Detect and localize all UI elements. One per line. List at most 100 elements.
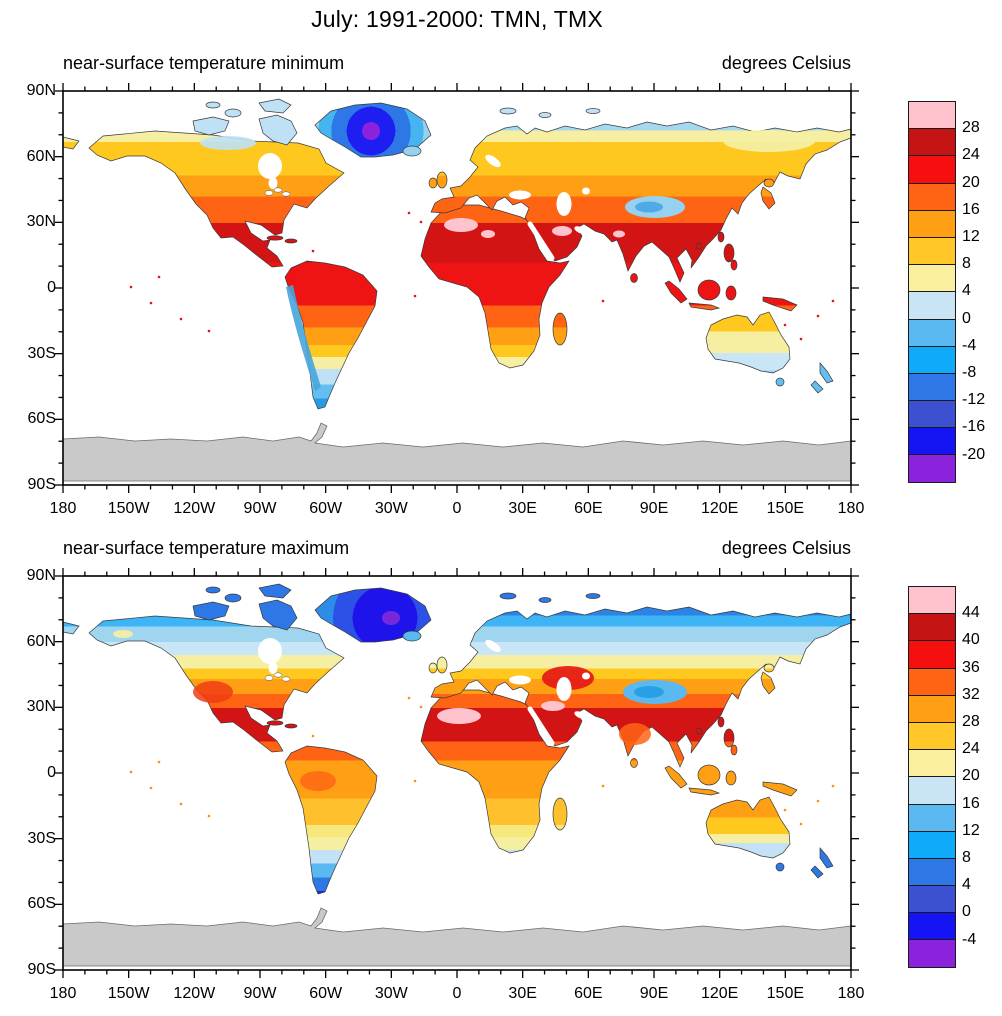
x-tick-label: 90W — [243, 500, 277, 517]
temperature-patch — [542, 666, 594, 690]
x-tick-label: 60E — [574, 500, 603, 517]
sulawesi — [725, 285, 737, 301]
taiwan — [717, 231, 725, 243]
y-tick-label: 60N — [26, 632, 56, 650]
philippines — [723, 728, 735, 748]
x-tick-label: 180 — [49, 985, 77, 1002]
philippines — [723, 243, 735, 263]
hudson-bay — [258, 638, 282, 664]
colorbar-box — [909, 641, 955, 669]
colorbar-panel2 — [908, 586, 956, 968]
james-bay — [268, 662, 278, 674]
colorbar-label: -20 — [962, 445, 986, 463]
persian-gulf — [574, 226, 586, 234]
colorbar-box — [909, 455, 955, 482]
japan — [760, 671, 776, 695]
tasmania — [775, 862, 785, 872]
sumatra — [664, 765, 688, 789]
temperature-patch — [613, 230, 625, 238]
hainan — [695, 242, 703, 250]
great-lake — [281, 676, 291, 682]
colorbar-label: 4 — [962, 282, 971, 300]
colorbar-box — [909, 346, 955, 374]
james-bay — [268, 177, 278, 189]
colorbar-box — [909, 373, 955, 402]
red-sea — [527, 706, 555, 746]
island-speck — [413, 779, 417, 783]
temperature-patch — [552, 226, 572, 236]
colorbar-box — [909, 265, 955, 293]
colorbar-label: 44 — [962, 604, 980, 622]
tasmania — [775, 377, 785, 387]
arctic-island — [192, 601, 230, 621]
hispaniola — [284, 238, 298, 244]
y-tick-label: 30N — [26, 213, 56, 231]
island-speck — [601, 784, 605, 788]
arctic-island — [258, 599, 298, 631]
arctic-island — [224, 108, 242, 118]
sumatra — [664, 280, 688, 304]
island-speck — [149, 301, 153, 305]
colorbar-panel1 — [908, 101, 956, 483]
colorbar-box — [909, 722, 955, 751]
y-tick-label: 60S — [27, 895, 56, 913]
panel1-subtitle-left: near-surface temperature minimum — [63, 53, 345, 73]
arctic-island — [224, 593, 242, 603]
temperature-patch — [382, 611, 400, 625]
colorbar-label: 16 — [962, 794, 980, 812]
arctic-island — [192, 116, 230, 136]
y-tick-label: 30S — [27, 829, 56, 847]
x-tick-label: 120E — [700, 985, 739, 1002]
y-tick-label: 0 — [47, 764, 56, 781]
panel2-subtitle-left: near-surface temperature maximum — [63, 538, 350, 558]
colorbar-label: 24 — [962, 740, 980, 758]
temperature-patch — [723, 130, 815, 152]
madagascar — [552, 797, 568, 831]
x-tick-label: 0 — [452, 985, 462, 1002]
island-speck — [816, 314, 820, 318]
temperature-patch — [619, 723, 651, 745]
colorbar-box — [909, 237, 955, 266]
colorbar-box — [909, 156, 955, 184]
colorbar-box — [909, 831, 955, 859]
island-speck — [157, 760, 161, 764]
map-tmn — [55, 83, 859, 493]
temperature-patch — [635, 201, 663, 213]
sri-lanka — [630, 273, 638, 283]
island-speck — [831, 299, 835, 303]
chukotka-sliver — [63, 621, 80, 635]
antarctica — [63, 907, 851, 967]
black-sea — [509, 675, 531, 685]
java — [688, 302, 721, 311]
sulawesi — [725, 770, 737, 786]
colorbar-label: 20 — [962, 767, 980, 785]
island-speck — [419, 220, 423, 224]
x-tick-label: 30E — [508, 500, 537, 517]
island-speck — [207, 329, 211, 333]
hispaniola — [284, 723, 298, 729]
colorbar-label: 12 — [962, 821, 980, 839]
madagascar — [552, 312, 568, 346]
island-speck — [816, 799, 820, 803]
hokkaido — [763, 663, 775, 673]
great-britain — [436, 656, 448, 674]
x-tick-label: 120E — [700, 500, 739, 517]
y-tick-label: 30N — [26, 698, 56, 716]
x-tick-label: 120W — [173, 500, 216, 517]
colorbar-label: 12 — [962, 228, 980, 245]
colorbar-box — [909, 777, 955, 805]
colorbar-box — [909, 102, 955, 130]
new-zealand — [819, 847, 834, 869]
colorbar-box — [909, 886, 955, 914]
aral-sea — [582, 672, 590, 680]
new-guinea — [762, 781, 798, 797]
x-tick-label: 30W — [374, 985, 408, 1002]
colorbar-box — [909, 183, 955, 211]
ireland — [428, 662, 438, 674]
north-america — [88, 130, 345, 268]
great-lake — [273, 187, 283, 193]
temperature-patch — [300, 771, 336, 791]
temperature-patch — [200, 136, 256, 150]
island-speck — [413, 294, 417, 298]
